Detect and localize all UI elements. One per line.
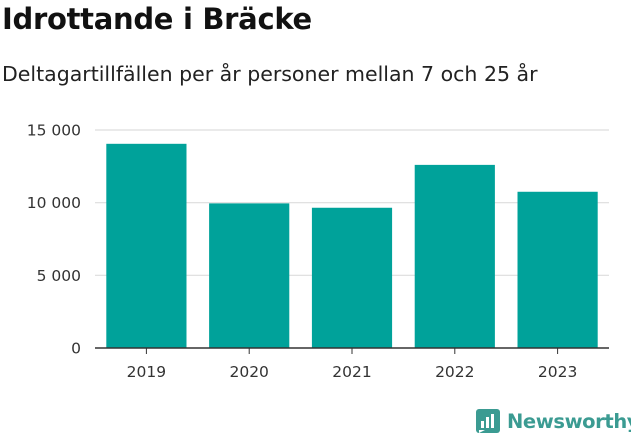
x-tick-label-2021: 2021 [332, 363, 371, 381]
bar-2021 [311, 207, 393, 348]
x-tick-label-2019: 2019 [127, 363, 166, 381]
y-tick-label: 5 000 [37, 267, 81, 285]
newsworthy-chart-logo-icon [476, 409, 500, 433]
bar-2022 [414, 164, 495, 348]
x-tick-label-2020: 2020 [229, 363, 268, 381]
y-tick-label: 0 [71, 340, 81, 358]
bar-2020 [209, 203, 290, 348]
x-tick-label-2022: 2022 [435, 363, 474, 381]
newsworthy-brand-name: Newsworthy [507, 409, 631, 433]
x-tick-label-2023: 2023 [538, 363, 577, 381]
chart-subtitle: Deltagartillfällen per år personer mella… [2, 62, 538, 86]
y-tick-label: 10 000 [27, 194, 81, 212]
bar-2019 [106, 143, 187, 348]
bars [106, 143, 598, 348]
newsworthy-logo: Newsworthy [476, 407, 631, 435]
y-tick-label: 15 000 [27, 122, 81, 140]
chart-title: Idrottande i Bräcke [2, 2, 312, 36]
bar-2023 [517, 191, 598, 348]
axes: 0 5 000 10 000 15 000 2019 2020 2021 2022 2023 [27, 122, 609, 381]
